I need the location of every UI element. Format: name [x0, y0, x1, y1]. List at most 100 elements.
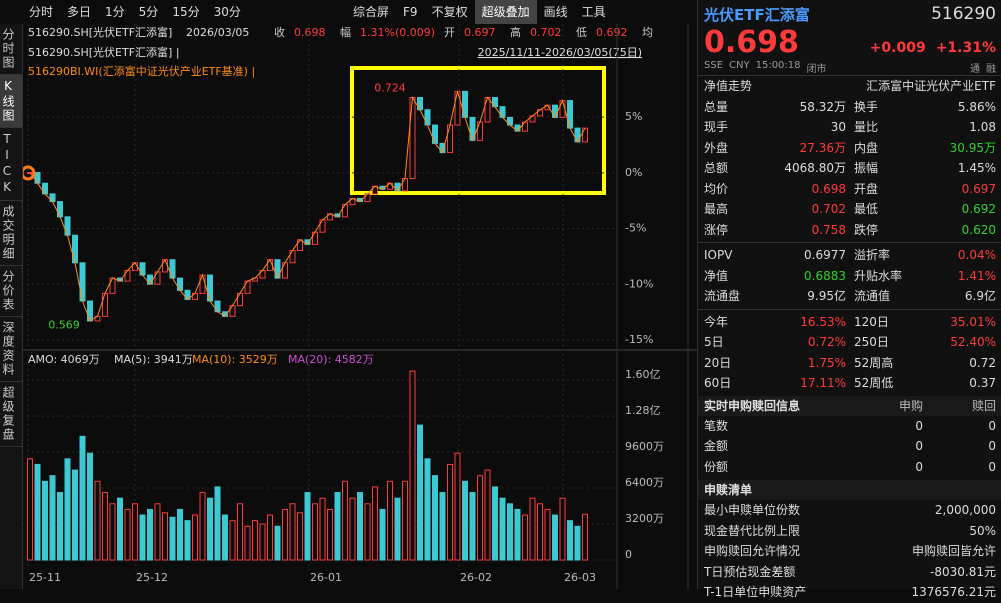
candle — [417, 97, 423, 111]
tool-button[interactable]: F9 — [403, 5, 418, 19]
volume-bar — [169, 516, 176, 561]
candle — [64, 216, 71, 236]
candle — [342, 204, 348, 218]
list-row: 最小申赎单位份数 2,000,000 — [698, 500, 1001, 521]
code: 516290 — [931, 4, 996, 24]
volume-bar — [529, 497, 536, 561]
tool-button[interactable]: 超级叠加 — [474, 0, 537, 24]
candle — [559, 100, 566, 118]
volume-bar — [192, 514, 198, 561]
info-item: 0.692 — [596, 26, 628, 39]
separator — [698, 242, 1001, 243]
v-tick-label: 6400万 — [625, 476, 664, 489]
side-tab[interactable]: 超级复盘 — [0, 382, 22, 447]
y-tick-label: -5% — [625, 222, 646, 235]
list-label: 现金替代比例上限 — [704, 523, 801, 538]
stat-value: 27.36万 — [799, 140, 846, 155]
volume-bar — [252, 520, 258, 561]
volume-bar — [132, 503, 138, 561]
price: 0.698 — [704, 25, 799, 60]
cell: 金额 — [704, 439, 729, 453]
candle — [282, 262, 288, 279]
sub-row: 份额 0 0 — [698, 457, 1001, 478]
list-row: 现金替代比例上限 50% — [698, 521, 1001, 542]
candle — [582, 127, 588, 143]
period-button[interactable]: 30分 — [213, 5, 241, 19]
stat-label: 52周低 — [854, 376, 894, 390]
volume-bar — [102, 492, 108, 561]
stat-value: 0.72 — [969, 355, 996, 370]
volume-bar — [327, 508, 333, 561]
sub-item: CNY — [729, 60, 750, 71]
volume-bar — [484, 469, 491, 561]
date-label: 25-11 — [29, 571, 61, 584]
candle — [484, 97, 491, 123]
candle — [207, 274, 213, 302]
cell: 0 — [988, 439, 996, 453]
title: 申赎清单 — [704, 483, 753, 497]
period-button[interactable]: 多日 — [67, 5, 92, 19]
volume-info: MA(10): 3529万 — [192, 353, 278, 366]
volume-bar — [87, 452, 93, 561]
period-button[interactable]: 分时 — [29, 5, 54, 19]
volume-bar — [582, 513, 588, 561]
separator — [698, 308, 1001, 310]
candle — [124, 269, 131, 282]
cell: 0 — [915, 459, 923, 474]
candle — [552, 104, 558, 118]
candle — [447, 124, 453, 154]
stat-value: 0.692 — [961, 202, 996, 216]
volume-bar — [357, 492, 363, 561]
period-button[interactable]: 1分 — [105, 5, 125, 19]
tool-button[interactable]: 工具 — [581, 5, 606, 19]
candle — [289, 250, 296, 264]
volume-info: AMO: 4069万 — [28, 353, 100, 366]
date-label: 26-03 — [564, 571, 596, 584]
side-tab[interactable]: TICK — [0, 128, 22, 201]
section-title: 实时申购赎回信息 申购 赎回 — [698, 395, 1001, 416]
period-button[interactable]: 5分 — [138, 5, 159, 19]
volume-bar — [57, 492, 63, 561]
side-tab[interactable]: 深度资料 — [0, 317, 22, 382]
stat-label: 现手 — [704, 120, 729, 134]
volume-bar — [42, 480, 48, 561]
period-button[interactable]: 15分 — [172, 5, 200, 19]
stat-label: 振幅 — [854, 161, 879, 175]
list-value: 2,000,000 — [934, 503, 996, 517]
stat-value: 0.620 — [961, 222, 996, 237]
stat-row: 外盘 27.36万 内盘 30.95万 — [698, 138, 1001, 159]
candle — [214, 300, 221, 313]
candle — [72, 234, 78, 264]
tool-button[interactable]: 不复权 — [431, 5, 468, 19]
list-row: T-1日单位申赎资产 1376576.21元 — [698, 582, 1001, 603]
volume-bar — [267, 514, 273, 561]
stat-value: 0.72% — [807, 335, 846, 349]
stat-row: 流通盘 9.95亿 流通值 6.9亿 — [698, 286, 1001, 307]
side-tab[interactable]: K线图 — [0, 75, 22, 128]
volume-bar — [379, 508, 386, 561]
stat-label: 开盘 — [854, 181, 879, 196]
sub-item: SSE — [704, 60, 724, 71]
side-tab[interactable]: 成交明细 — [0, 201, 22, 266]
list-label: T-1日单位申赎资产 — [704, 585, 807, 599]
stat-value: 6.9亿 — [964, 289, 996, 303]
stat-label: 总量 — [704, 99, 729, 114]
volume-bar — [222, 514, 228, 561]
stat-label: 52周高 — [854, 355, 894, 370]
candle — [244, 280, 251, 294]
volume-info: MA(5): 3941万 — [114, 353, 193, 366]
stat-value: 0.758 — [811, 222, 846, 237]
side-tab[interactable]: 分价表 — [0, 266, 22, 317]
volume-bar — [319, 497, 326, 561]
volume-bar — [507, 503, 513, 561]
tool-button[interactable]: 综合屏 — [353, 5, 390, 19]
stat-label: 今年 — [704, 314, 729, 329]
tool-button[interactable]: 画线 — [543, 5, 568, 19]
side-tab[interactable]: 分时图 — [0, 24, 22, 75]
price-annotation: 0.569 — [48, 319, 80, 332]
cell: 0 — [988, 418, 996, 433]
volume-bar — [574, 525, 581, 561]
stat-label: 最低 — [854, 202, 879, 216]
candle — [499, 106, 506, 118]
